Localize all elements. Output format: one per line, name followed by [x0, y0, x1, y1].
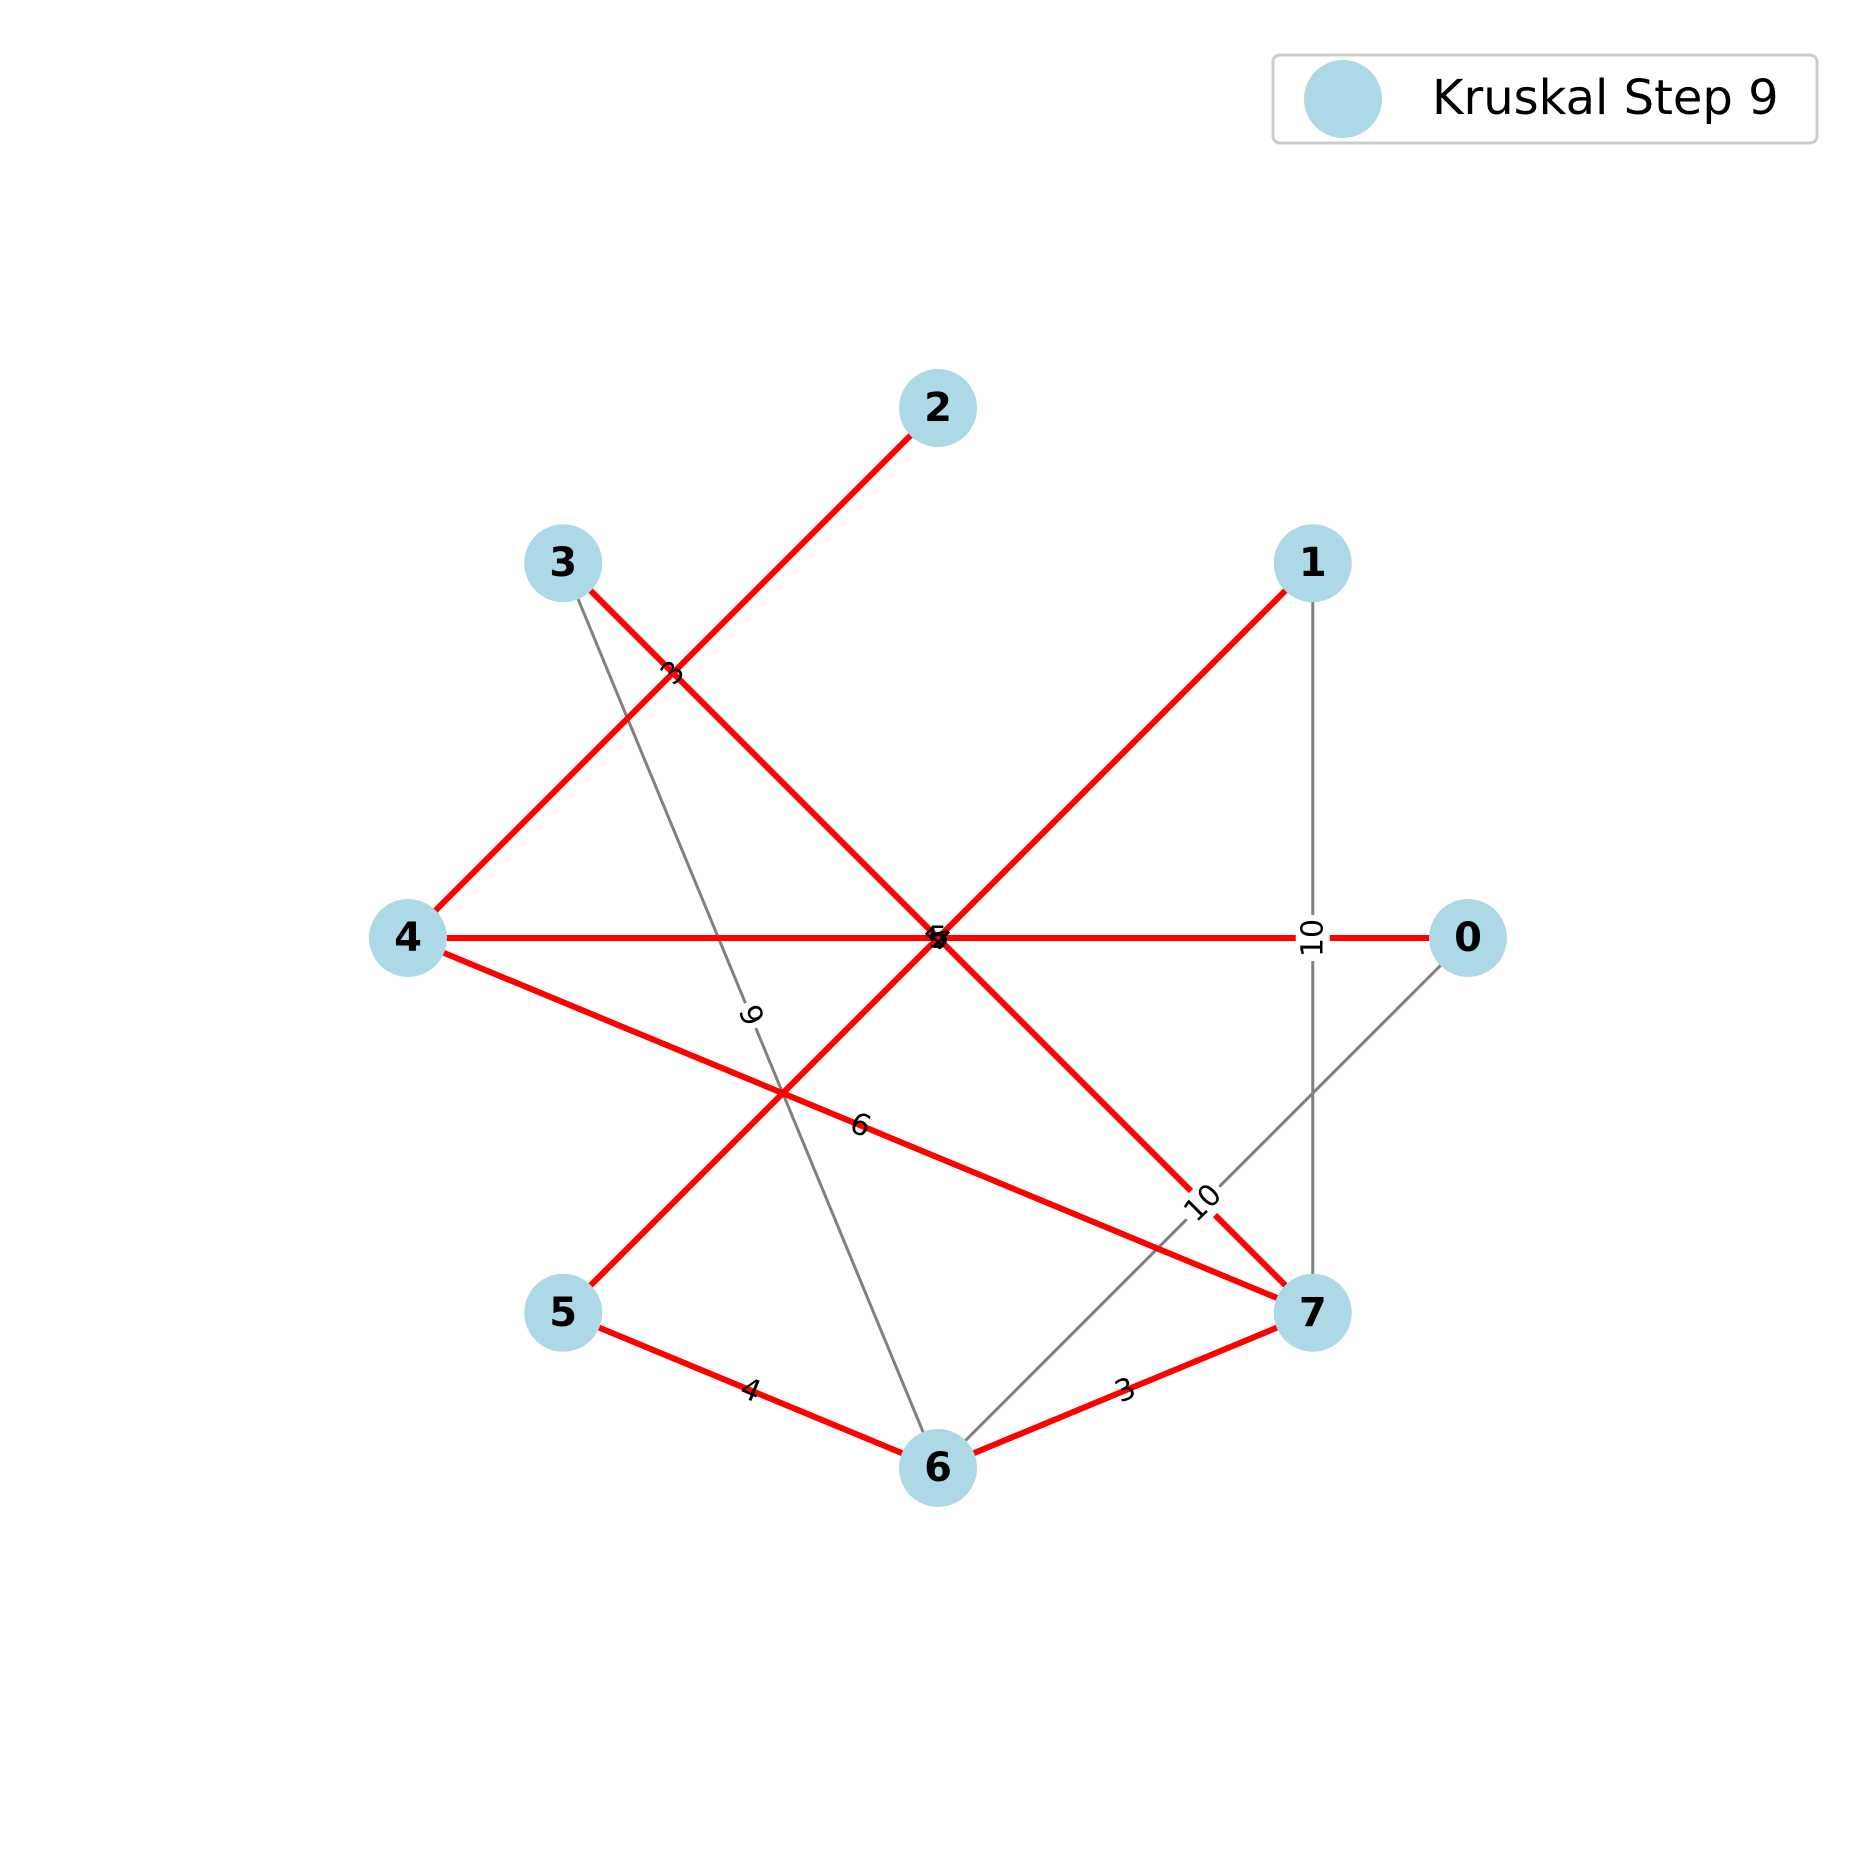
edge-weight-label: 5 — [928, 921, 947, 956]
node-0 — [1429, 899, 1507, 977]
edge-weight-label: 10 — [1295, 919, 1330, 957]
node-label-7: 7 — [1299, 1290, 1327, 1336]
node-label-1: 1 — [1299, 540, 1327, 586]
edge-label-background — [729, 996, 772, 1035]
edge-label-group-6-7: 3 — [1110, 1371, 1141, 1411]
node-5 — [524, 1273, 603, 1352]
edge-label-background — [1174, 1174, 1232, 1232]
node-label-6: 6 — [924, 1445, 952, 1491]
edge-label-background — [1295, 915, 1330, 961]
node-7 — [1273, 1273, 1352, 1352]
node-1 — [1273, 524, 1352, 603]
node-label-0: 0 — [1454, 915, 1482, 961]
edge-label-group-4-7: 6 — [845, 1106, 876, 1146]
legend: Kruskal Step 9 — [1271, 53, 1819, 145]
node-label-3: 3 — [549, 540, 577, 586]
node-3 — [524, 524, 603, 603]
node-label-4: 4 — [394, 915, 422, 961]
node-2 — [899, 369, 977, 447]
edge-label-group-5-6: 4 — [735, 1371, 766, 1411]
legend-marker — [1304, 60, 1382, 138]
edge-label-group-3-6: 9 — [729, 996, 772, 1035]
node-label-2: 2 — [924, 385, 952, 431]
edge-label-group-4-0: 5 — [928, 921, 947, 956]
nodes-layer: 0 1 2 3 4 5 6 7 — [369, 369, 1507, 1507]
node-4 — [369, 899, 447, 977]
edges-layer — [405, 405, 1470, 1471]
edge-5-6 — [562, 1309, 940, 1471]
edge-4-7 — [406, 935, 1314, 1316]
legend-box — [1271, 53, 1819, 145]
node-label-5: 5 — [549, 1290, 577, 1336]
legend-label: Kruskal Step 9 — [1432, 70, 1779, 126]
edge-label-group-1-7: 10 — [1295, 915, 1330, 961]
node-6 — [899, 1429, 977, 1507]
edge-6-7 — [936, 1309, 1314, 1471]
